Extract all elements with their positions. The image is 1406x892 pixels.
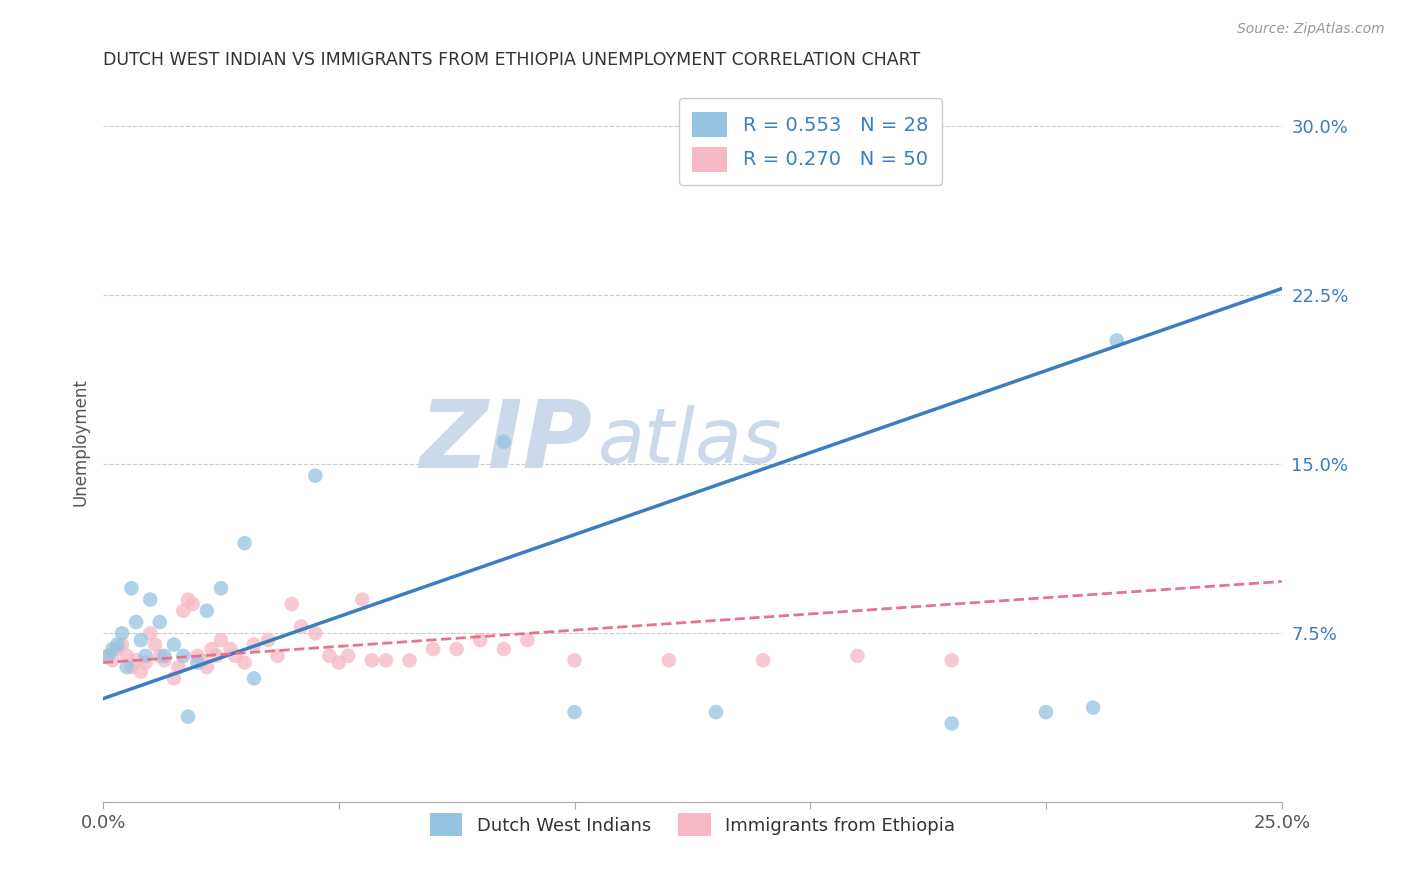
Point bbox=[139, 592, 162, 607]
Point bbox=[149, 615, 172, 629]
Point bbox=[167, 660, 190, 674]
Point bbox=[564, 705, 586, 719]
Point bbox=[129, 633, 152, 648]
Point bbox=[163, 671, 186, 685]
Point bbox=[135, 656, 157, 670]
Point bbox=[172, 604, 194, 618]
Point bbox=[181, 597, 204, 611]
Point bbox=[1035, 705, 1057, 719]
Point bbox=[101, 653, 124, 667]
Point bbox=[172, 648, 194, 663]
Point bbox=[280, 597, 302, 611]
Point bbox=[105, 642, 128, 657]
Point bbox=[1081, 700, 1104, 714]
Point bbox=[470, 633, 492, 648]
Point bbox=[163, 638, 186, 652]
Point bbox=[337, 648, 360, 663]
Point bbox=[257, 633, 280, 648]
Point bbox=[233, 536, 256, 550]
Point bbox=[209, 633, 232, 648]
Point bbox=[135, 648, 157, 663]
Point bbox=[941, 716, 963, 731]
Point bbox=[195, 660, 218, 674]
Point bbox=[398, 653, 420, 667]
Y-axis label: Unemployment: Unemployment bbox=[72, 378, 89, 506]
Text: ZIP: ZIP bbox=[419, 396, 592, 488]
Point bbox=[195, 604, 218, 618]
Point bbox=[233, 656, 256, 670]
Point bbox=[1105, 334, 1128, 348]
Point bbox=[941, 653, 963, 667]
Point bbox=[564, 653, 586, 667]
Point bbox=[153, 653, 176, 667]
Point bbox=[243, 671, 266, 685]
Point bbox=[111, 638, 134, 652]
Point bbox=[492, 642, 515, 657]
Point bbox=[224, 648, 246, 663]
Point bbox=[186, 656, 208, 670]
Point bbox=[328, 656, 350, 670]
Point bbox=[129, 665, 152, 679]
Point bbox=[360, 653, 382, 667]
Point bbox=[186, 648, 208, 663]
Legend: Dutch West Indians, Immigrants from Ethiopia: Dutch West Indians, Immigrants from Ethi… bbox=[423, 806, 962, 844]
Point bbox=[304, 626, 326, 640]
Point bbox=[658, 653, 681, 667]
Point bbox=[97, 648, 120, 663]
Text: Source: ZipAtlas.com: Source: ZipAtlas.com bbox=[1237, 22, 1385, 37]
Point bbox=[143, 638, 166, 652]
Point bbox=[446, 642, 468, 657]
Point bbox=[120, 660, 142, 674]
Point bbox=[304, 468, 326, 483]
Point bbox=[352, 592, 374, 607]
Point bbox=[375, 653, 398, 667]
Point bbox=[846, 648, 869, 663]
Point bbox=[205, 648, 228, 663]
Point bbox=[704, 705, 727, 719]
Text: DUTCH WEST INDIAN VS IMMIGRANTS FROM ETHIOPIA UNEMPLOYMENT CORRELATION CHART: DUTCH WEST INDIAN VS IMMIGRANTS FROM ETH… bbox=[103, 51, 921, 69]
Point bbox=[153, 648, 176, 663]
Point bbox=[177, 709, 200, 723]
Text: atlas: atlas bbox=[598, 405, 783, 479]
Point bbox=[200, 642, 222, 657]
Point bbox=[120, 581, 142, 595]
Point bbox=[209, 581, 232, 595]
Point bbox=[149, 648, 172, 663]
Point bbox=[243, 638, 266, 652]
Point bbox=[492, 434, 515, 449]
Point bbox=[125, 653, 148, 667]
Point bbox=[97, 648, 120, 663]
Point bbox=[516, 633, 538, 648]
Point bbox=[105, 638, 128, 652]
Point bbox=[290, 619, 312, 633]
Point bbox=[139, 626, 162, 640]
Point bbox=[318, 648, 340, 663]
Point bbox=[752, 653, 775, 667]
Point bbox=[266, 648, 288, 663]
Point bbox=[115, 648, 138, 663]
Point bbox=[125, 615, 148, 629]
Point bbox=[115, 660, 138, 674]
Point bbox=[219, 642, 242, 657]
Point bbox=[101, 642, 124, 657]
Point bbox=[177, 592, 200, 607]
Point bbox=[111, 626, 134, 640]
Point bbox=[191, 653, 214, 667]
Point bbox=[422, 642, 444, 657]
